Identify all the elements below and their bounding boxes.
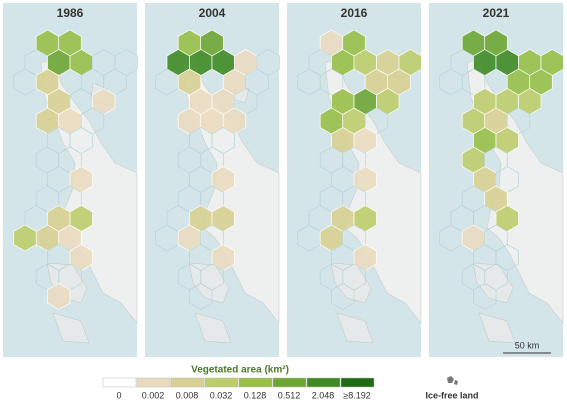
- legend-title: Vegetated area (km²): [191, 365, 289, 376]
- map-panel: 1986: [3, 3, 138, 357]
- legend-swatch: [306, 377, 341, 388]
- legend-label: ≥8.192: [343, 390, 370, 400]
- map-panel: 2021 50 km: [429, 3, 564, 357]
- hex-cell: [47, 283, 71, 310]
- legend-swatch: [272, 377, 307, 388]
- scale-label: 50 km: [515, 340, 540, 350]
- legend-label: 0: [116, 390, 121, 400]
- legend-swatch: [238, 377, 273, 388]
- legend-label: 0.008: [176, 390, 199, 400]
- panel-title: 2004: [199, 6, 226, 20]
- panel-title: 1986: [57, 6, 84, 20]
- hex-cell: [331, 283, 355, 310]
- ice-free-icon: [447, 376, 458, 385]
- panel-title: 2016: [341, 6, 368, 20]
- map-panel: 2004: [145, 3, 280, 357]
- legend-swatch: [102, 377, 137, 388]
- legend-swatch: [170, 377, 205, 388]
- panel-title: 2021: [483, 6, 510, 20]
- legend-label: 2.048: [312, 390, 335, 400]
- hex-cell: [189, 283, 213, 310]
- legend-label: 0.512: [278, 390, 301, 400]
- legend-label: 0.002: [142, 390, 165, 400]
- map-panel: 2016: [287, 3, 422, 357]
- legend-label: 0.032: [210, 390, 233, 400]
- legend-label: 0.128: [244, 390, 267, 400]
- hex-cell: [473, 283, 497, 310]
- legend-swatch: [340, 377, 375, 388]
- legend-swatch: [204, 377, 239, 388]
- ice-free-label: Ice-free land: [425, 390, 478, 400]
- legend-swatch: [136, 377, 171, 388]
